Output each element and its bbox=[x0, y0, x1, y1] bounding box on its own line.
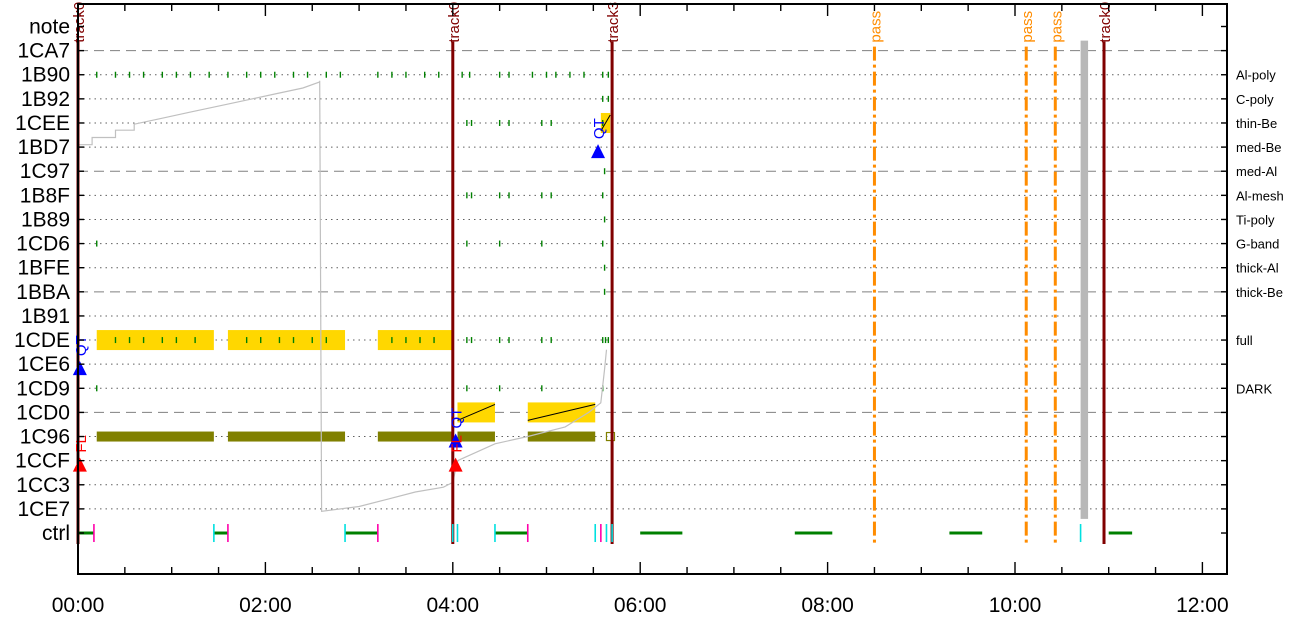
y-row-label: 1CC3 bbox=[16, 474, 70, 497]
yellow-bar bbox=[227, 330, 346, 351]
y-row-label: 1CDE bbox=[14, 329, 70, 352]
filter-label: G-band bbox=[1236, 237, 1279, 252]
x-tick-label: 06:00 bbox=[614, 594, 667, 617]
x-tick-label: 02:00 bbox=[239, 594, 292, 617]
marker-triangle bbox=[448, 433, 463, 448]
olive-bar bbox=[457, 431, 495, 442]
x-tick-label: 04:00 bbox=[427, 594, 480, 617]
filter-label: DARK bbox=[1236, 381, 1272, 396]
olive-marker bbox=[605, 431, 616, 442]
filter-label: thick-Al bbox=[1236, 261, 1279, 276]
y-row-label: 1B8F bbox=[20, 184, 70, 207]
x-tick-label: 12:00 bbox=[1176, 594, 1229, 617]
marker-triangle bbox=[448, 457, 463, 472]
pass-label: pass bbox=[1019, 11, 1036, 43]
y-row-label: 1BBA bbox=[16, 281, 70, 304]
marker-label: QT bbox=[591, 118, 608, 139]
filter-label: Al-mesh bbox=[1236, 188, 1284, 203]
track-label: track0 bbox=[1097, 2, 1114, 43]
filter-label: med-Al bbox=[1236, 164, 1277, 179]
y-row-label: 1C96 bbox=[20, 426, 70, 449]
y-row-label: 1CD9 bbox=[16, 377, 70, 400]
gray-band bbox=[1080, 40, 1089, 519]
yellow-bar bbox=[96, 330, 214, 351]
olive-bar bbox=[527, 431, 596, 442]
olive-bar bbox=[227, 431, 346, 442]
marker-triangle bbox=[72, 457, 87, 472]
exposure-slope bbox=[457, 403, 496, 421]
marker-triangle bbox=[591, 144, 606, 159]
filter-label: Al-poly bbox=[1236, 68, 1276, 83]
filter-label: Ti-poly bbox=[1236, 212, 1275, 227]
filter-label: thin-Be bbox=[1236, 116, 1277, 131]
y-row-label: 1BD7 bbox=[17, 136, 70, 159]
yellow-bar bbox=[377, 330, 453, 351]
y-row-label: 1CCF bbox=[15, 450, 70, 473]
filter-label: med-Be bbox=[1236, 140, 1282, 155]
exposure-slope bbox=[527, 403, 596, 421]
y-row-label: ctrl bbox=[42, 522, 70, 545]
y-row-label: 1CD0 bbox=[16, 401, 70, 424]
y-row-label: 1CA7 bbox=[17, 40, 70, 63]
y-row-label: 1CE6 bbox=[17, 353, 70, 376]
plot-frame bbox=[77, 3, 1228, 575]
marker-triangle bbox=[72, 361, 87, 376]
y-row-label: 1C97 bbox=[20, 160, 70, 183]
track-label: track3 bbox=[605, 2, 622, 43]
exposure-slope bbox=[600, 114, 611, 132]
y-row-label: 1BFE bbox=[17, 257, 70, 280]
filter-label: full bbox=[1236, 333, 1253, 348]
y-row-label: 1CEE bbox=[15, 112, 70, 135]
cumulative-line bbox=[78, 80, 608, 512]
marker-label: QT bbox=[449, 408, 466, 429]
x-tick-label: 08:00 bbox=[801, 594, 854, 617]
y-row-label: note bbox=[29, 16, 70, 39]
marker-label: FL bbox=[73, 435, 90, 453]
track-label: track0 bbox=[446, 2, 463, 43]
track-label: track0 bbox=[71, 2, 88, 43]
y-row-label: 1B90 bbox=[21, 64, 70, 87]
pass-label: pass bbox=[1048, 11, 1065, 43]
y-row-label: 1CD6 bbox=[16, 233, 70, 256]
y-row-label: 1CE7 bbox=[17, 498, 70, 521]
filter-label: C-poly bbox=[1236, 92, 1274, 107]
x-tick-label: 00:00 bbox=[52, 594, 105, 617]
olive-bar bbox=[377, 431, 453, 442]
olive-bar bbox=[96, 431, 214, 442]
y-row-label: 1B89 bbox=[21, 208, 70, 231]
y-row-label: 1B92 bbox=[21, 88, 70, 111]
marker-label: FL bbox=[449, 435, 466, 453]
y-row-label: 1B91 bbox=[21, 305, 70, 328]
filter-label: thick-Be bbox=[1236, 285, 1283, 300]
x-tick-label: 10:00 bbox=[989, 594, 1042, 617]
pass-label: pass bbox=[867, 11, 884, 43]
marker-label: QT bbox=[73, 335, 90, 356]
